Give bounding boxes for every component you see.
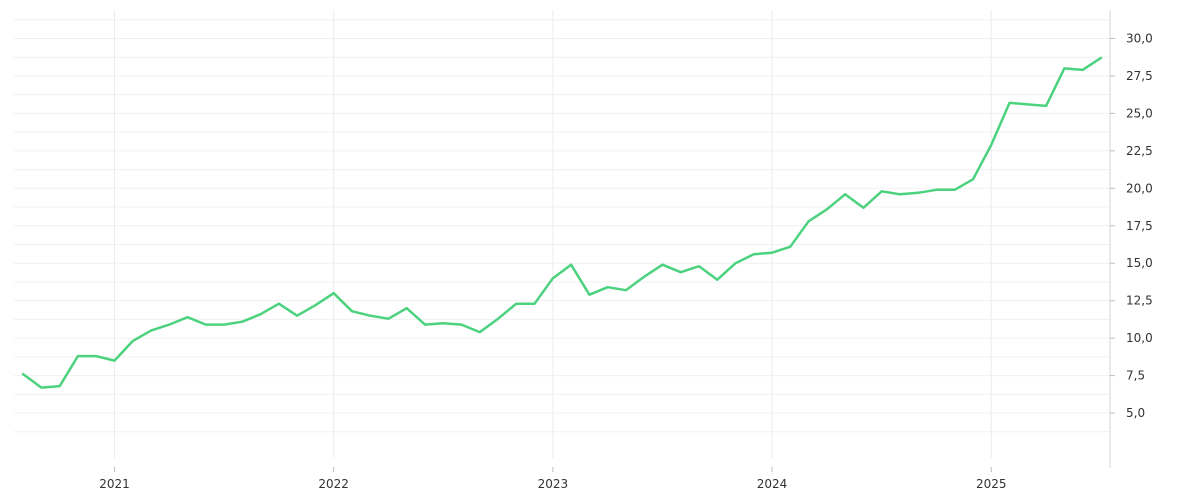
data-point [625,289,627,291]
data-point [771,252,773,254]
y-tick-label: 15,0 [1126,256,1153,270]
data-point [1082,69,1084,71]
data-point [497,318,499,320]
data-point [917,192,919,194]
series-line [21,56,1103,389]
data-point [479,331,481,333]
data-point [735,262,737,264]
data-point [22,373,24,375]
data-point [1064,68,1066,70]
data-point [443,322,445,324]
data-point [150,330,152,332]
data-point [826,209,828,211]
x-tick-label: 2024 [757,477,788,491]
x-tick-label: 2025 [976,477,1007,491]
data-point [1009,102,1011,104]
data-point [972,179,974,181]
data-point [187,316,189,318]
y-tick-label: 10,0 [1126,331,1153,345]
data-point [461,324,463,326]
data-point [388,318,390,320]
vertical-gridlines [113,10,992,458]
x-tick-label: 2022 [318,477,349,491]
data-point [95,355,97,357]
data-point [863,207,865,209]
data-point [589,294,591,296]
x-tick-label: 2023 [538,477,569,491]
y-axis-ticks: 5,0 7,5 10,0 12,5 15,0 17,5 20,0 22,5 25,0 27,5 30… [1110,31,1153,420]
y-tick-label: 25,0 [1126,106,1153,120]
data-point [662,264,664,266]
data-point [260,313,262,315]
data-point [41,387,43,389]
data-point [534,303,536,305]
data-point [296,315,298,317]
data-point [278,303,280,305]
horizontal-gridlines [14,19,1110,433]
data-point [844,194,846,196]
y-tick-label: 22,5 [1126,144,1153,158]
data-point [680,271,682,273]
y-tick-label: 20,0 [1126,181,1153,195]
data-point [205,324,207,326]
data-point [59,385,61,387]
data-point [333,292,335,294]
data-point [698,265,700,267]
data-point [899,194,901,196]
data-point [570,264,572,266]
data-point [790,246,792,248]
data-point [808,221,810,223]
data-point [552,277,554,279]
data-point [954,189,956,191]
data-point [881,191,883,193]
y-tick-label: 30,0 [1126,31,1153,45]
data-point [351,310,353,312]
data-point [132,340,134,342]
data-point [369,315,371,317]
data-point [114,360,116,362]
data-point [936,189,938,191]
data-point [223,324,225,326]
data-point [643,276,645,278]
y-tick-label: 12,5 [1126,294,1153,308]
data-point [77,355,79,357]
series-layer [21,56,1103,389]
x-axis-ticks: 2021 2022 2023 2024 2025 [99,467,1007,491]
x-tick-label: 2021 [99,477,130,491]
data-point [1100,57,1102,59]
data-point [516,303,518,305]
data-point [1027,104,1029,106]
y-tick-label: 7,5 [1126,369,1145,383]
data-point [424,324,426,326]
data-point [315,304,317,306]
y-tick-label: 5,0 [1126,406,1145,420]
data-point [169,324,171,326]
data-point [607,286,609,288]
data-point [717,279,719,281]
data-point [406,307,408,309]
y-tick-label: 27,5 [1126,69,1153,83]
data-point [753,253,755,255]
data-point [1045,105,1047,107]
data-point [242,321,244,323]
y-tick-label: 17,5 [1126,219,1153,233]
data-point [991,144,993,146]
